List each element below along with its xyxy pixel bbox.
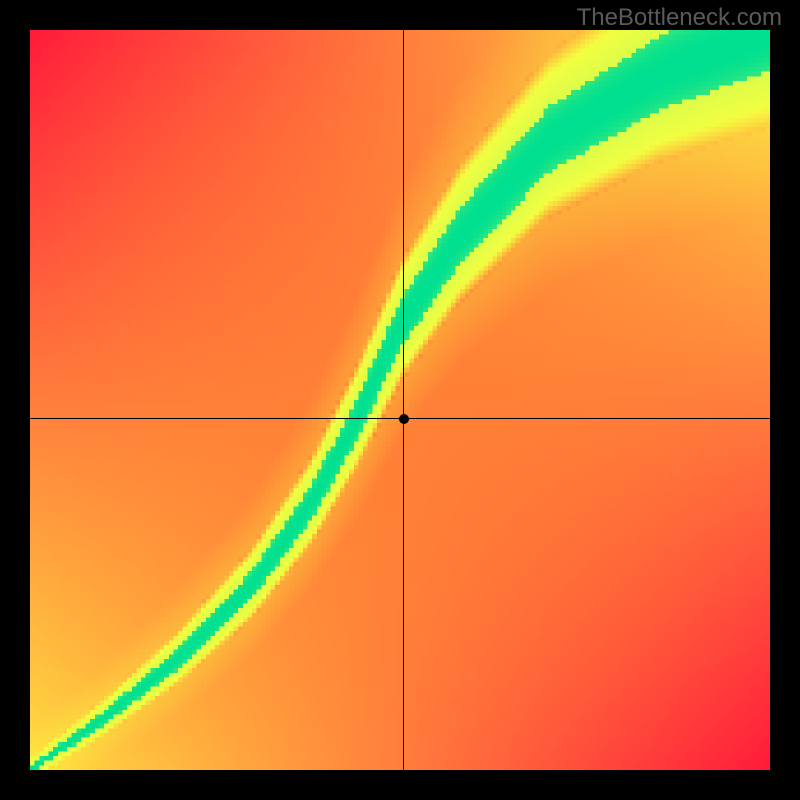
bottleneck-heatmap — [30, 30, 770, 770]
selection-marker — [399, 414, 409, 424]
crosshair-vertical — [403, 30, 404, 770]
watermark-text: TheBottleneck.com — [577, 4, 782, 32]
chart-container: TheBottleneck.com — [0, 0, 800, 800]
